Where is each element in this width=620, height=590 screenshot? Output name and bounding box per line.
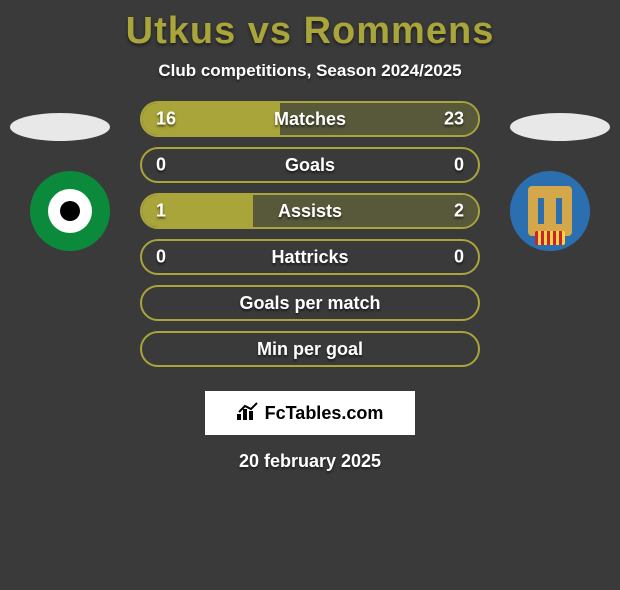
crown-icon: ♕ [64,175,77,192]
stat-value-right: 2 [454,201,464,222]
stat-label: Goals [285,155,335,176]
stat-value-left: 0 [156,155,166,176]
stat-row: Goals per match [140,285,480,321]
stat-row: 0 0 Goals [140,147,480,183]
brand-badge: FcTables.com [205,391,415,435]
stat-label: Goals per match [239,293,380,314]
stat-value-right: 0 [454,155,464,176]
stat-bars: 16 23 Matches 0 0 Goals 1 2 Assists 0 0 Hattricks Go… [140,101,480,377]
page-subtitle: Club competitions, Season 2024/2025 [0,61,620,81]
ball-icon [60,201,80,221]
stat-value-left: 16 [156,109,176,130]
stat-label: Min per goal [257,339,363,360]
stripes-icon [535,231,565,245]
date-text: 20 february 2025 [0,451,620,472]
stat-label: Matches [274,109,346,130]
comparison-area: ♕ 16 23 Matches 0 0 Goals 1 2 Assists 0 0 Hattricks… [0,101,620,381]
player-right-avatar [510,113,610,141]
player-left-avatar [10,113,110,141]
stat-label: Assists [278,201,342,222]
castle-icon [528,186,572,236]
page-title: Utkus vs Rommens [0,10,620,53]
stat-label: Hattricks [271,247,348,268]
stat-value-right: 23 [444,109,464,130]
club-badge-left: ♕ [30,171,110,251]
stat-row: 0 0 Hattricks [140,239,480,275]
brand-text: FcTables.com [265,403,384,424]
stat-value-left: 1 [156,201,166,222]
stat-row: 1 2 Assists [140,193,480,229]
stat-value-left: 0 [156,247,166,268]
stat-value-right: 0 [454,247,464,268]
club-badge-right [510,171,590,251]
chart-icon [237,402,259,425]
stat-row: 16 23 Matches [140,101,480,137]
stat-row: Min per goal [140,331,480,367]
